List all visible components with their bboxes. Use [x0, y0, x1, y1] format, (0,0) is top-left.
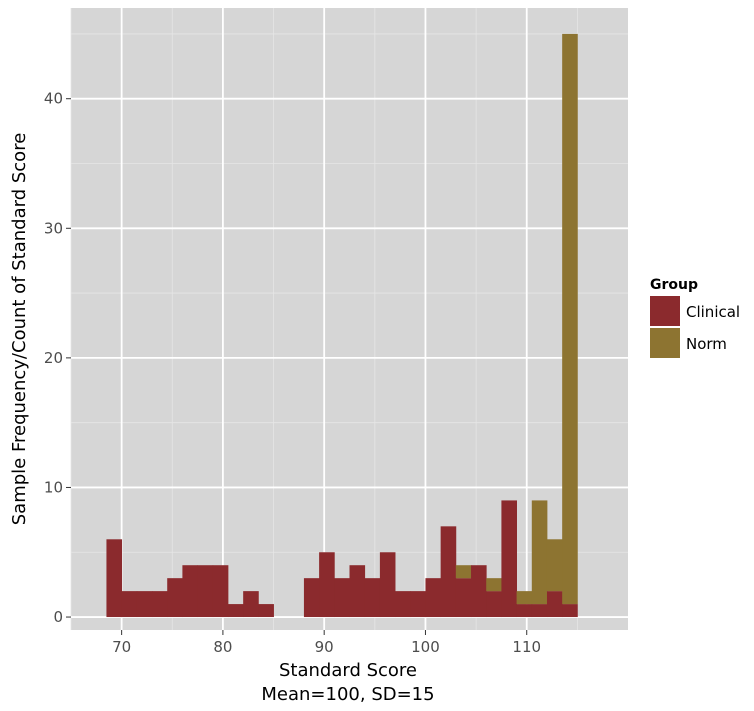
bar-clinical-bin-13 — [303, 578, 320, 618]
bar-clinical-bin-27 — [516, 604, 533, 618]
bar-clinical-bin-19 — [395, 591, 411, 618]
y-tick-label: 0 — [53, 608, 63, 626]
bar-clinical-bin-15 — [334, 578, 350, 618]
y-tick-label: 30 — [44, 219, 63, 237]
bar-clinical-bin-23 — [455, 578, 472, 618]
bar-clinical-bin-17 — [364, 578, 381, 618]
bar-clinical-bin-6 — [197, 565, 214, 618]
bar-clinical-bin-2 — [136, 591, 153, 618]
y-tick-label: 10 — [44, 478, 63, 496]
legend-swatch-clinical — [650, 296, 680, 326]
y-axis-title: Sample Frequency/Count of Standard Score — [9, 133, 30, 526]
bar-clinical-bin-1 — [121, 591, 138, 618]
bar-clinical-bin-25 — [486, 591, 502, 618]
bar-clinical-bin-18 — [379, 552, 396, 618]
bar-norm-bin-25 — [486, 578, 502, 592]
bar-norm-bin-30 — [562, 33, 578, 605]
y-tick-label: 40 — [44, 90, 63, 108]
bar-clinical-bin-5 — [182, 565, 198, 618]
bar-clinical-bin-28 — [531, 604, 548, 618]
x-axis-tick-labels: 70 80 90 100 110 — [112, 638, 541, 656]
bar-clinical-bin-20 — [410, 591, 426, 618]
x-tick-label: 110 — [512, 638, 541, 656]
bar-clinical-bin-10 — [258, 604, 274, 618]
bar-clinical-bin-16 — [349, 565, 366, 618]
bar-clinical-bin-4 — [167, 578, 183, 618]
bar-clinical-bin-22 — [440, 526, 457, 618]
bar-clinical-bin-0 — [106, 539, 123, 618]
x-tick-label: 80 — [213, 638, 232, 656]
histogram-bars — [106, 33, 578, 618]
bar-norm-bin-23 — [455, 565, 472, 579]
bar-clinical-bin-14 — [319, 552, 335, 618]
bar-norm-bin-29 — [546, 539, 563, 592]
bar-clinical-bin-7 — [212, 565, 229, 618]
major-gridlines — [71, 8, 628, 630]
y-axis-tick-labels: 0 10 20 30 40 — [44, 90, 63, 626]
x-tick-label: 90 — [315, 638, 334, 656]
x-axis-subtitle: Mean=100, SD=15 — [261, 684, 434, 705]
x-tick-label: 70 — [112, 638, 131, 656]
bar-clinical-bin-3 — [152, 591, 168, 618]
bar-clinical-bin-8 — [227, 604, 244, 618]
axis-ticks — [66, 98, 528, 635]
legend-label-clinical: Clinical — [686, 303, 740, 321]
legend: Group Clinical Norm — [650, 277, 740, 358]
bar-clinical-bin-29 — [546, 591, 563, 618]
bar-norm-bin-28 — [531, 500, 548, 605]
legend-label-norm: Norm — [686, 335, 727, 353]
bar-clinical-bin-21 — [425, 578, 442, 618]
legend-title: Group — [650, 277, 698, 293]
bar-clinical-bin-26 — [501, 500, 517, 618]
minor-gridlines — [70, 8, 628, 630]
x-tick-label: 100 — [411, 638, 440, 656]
bar-clinical-bin-24 — [471, 565, 487, 618]
bar-norm-bin-27 — [516, 591, 533, 605]
legend-swatch-norm — [650, 328, 680, 358]
bar-clinical-bin-30 — [562, 604, 578, 618]
x-axis-title: Standard Score — [279, 660, 417, 681]
bar-clinical-bin-9 — [243, 591, 259, 618]
y-tick-label: 20 — [44, 349, 63, 367]
